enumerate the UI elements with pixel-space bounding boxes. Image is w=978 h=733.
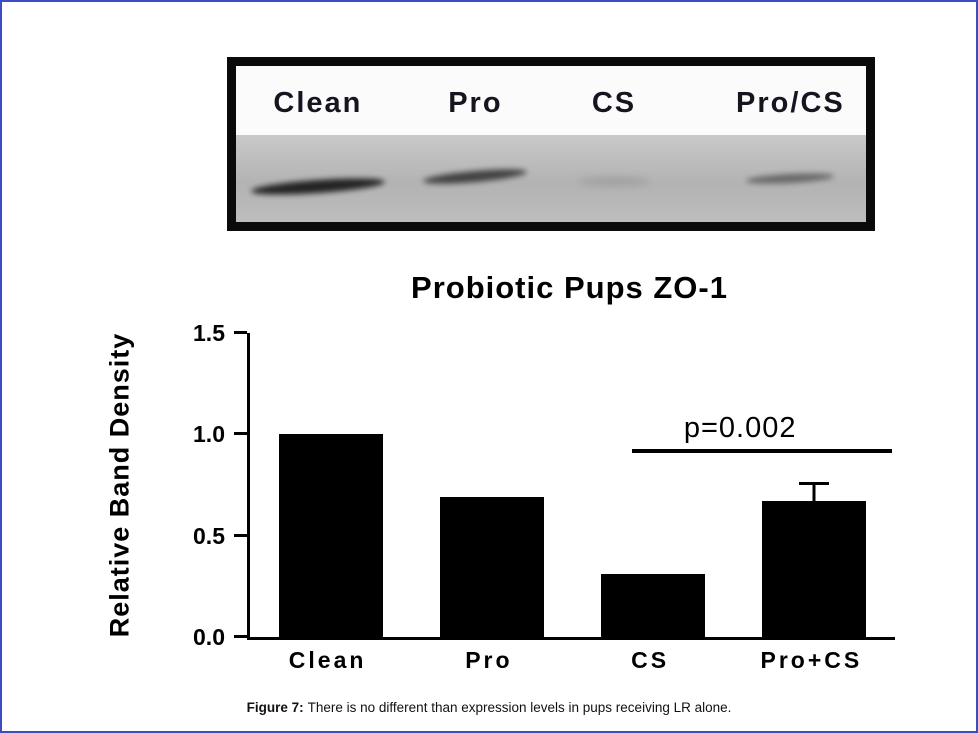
significance-text: p=0.002 (683, 412, 797, 445)
blot-band-cs (578, 177, 650, 186)
y-tick-mark (234, 533, 247, 537)
bar-clean (278, 434, 383, 637)
x-axis-labels: Clean Pro CS Pro+CS (247, 647, 892, 679)
y-axis-label: Relative Band Density (104, 332, 135, 638)
y-tick-mark (234, 432, 247, 436)
y-tick-label: 1.0 (193, 421, 225, 448)
blot-lane-label: Clean (273, 87, 363, 119)
blot-image (236, 135, 866, 222)
caption-label: Figure 7: (246, 700, 304, 715)
caption-text: There is no different than expression le… (307, 700, 732, 715)
significance-line (631, 449, 893, 454)
bar-cs (601, 574, 706, 637)
western-blot-panel: Clean Pro CS Pro/CS (227, 57, 875, 231)
error-bar-cap (799, 482, 830, 485)
x-tick-label: Clean (288, 647, 367, 673)
blot-lane-label: Pro/CS (736, 87, 845, 119)
error-bar-stem (812, 485, 816, 502)
y-tick-mark (234, 331, 247, 334)
y-tick-label: 0.5 (193, 522, 225, 549)
blot-band-clean (250, 175, 386, 198)
y-tick-label: 1.5 (193, 320, 225, 346)
chart-title: Probiotic Pups ZO-1 (411, 270, 728, 305)
plot-area: p=0.002 (247, 333, 895, 640)
x-tick-label: Pro+CS (760, 647, 863, 673)
bar-pro (439, 497, 544, 637)
blot-band-pro-cs (746, 171, 835, 186)
x-tick-label: Pro (465, 647, 513, 673)
x-tick-label: CS (631, 647, 670, 673)
y-tick-label: 0.0 (193, 624, 225, 650)
y-axis: 0.0 0.5 1.0 1.5 (170, 320, 247, 650)
blot-band-pro (423, 166, 528, 187)
figure-caption: Figure 7: There is no different than expr… (2, 700, 976, 715)
blot-lane-labels: Clean Pro CS Pro/CS (236, 66, 866, 136)
y-tick-mark (234, 635, 247, 638)
bar-pro-cs (762, 501, 867, 637)
blot-lane-label: Pro (448, 87, 503, 119)
blot-lane-label: CS (591, 87, 637, 119)
